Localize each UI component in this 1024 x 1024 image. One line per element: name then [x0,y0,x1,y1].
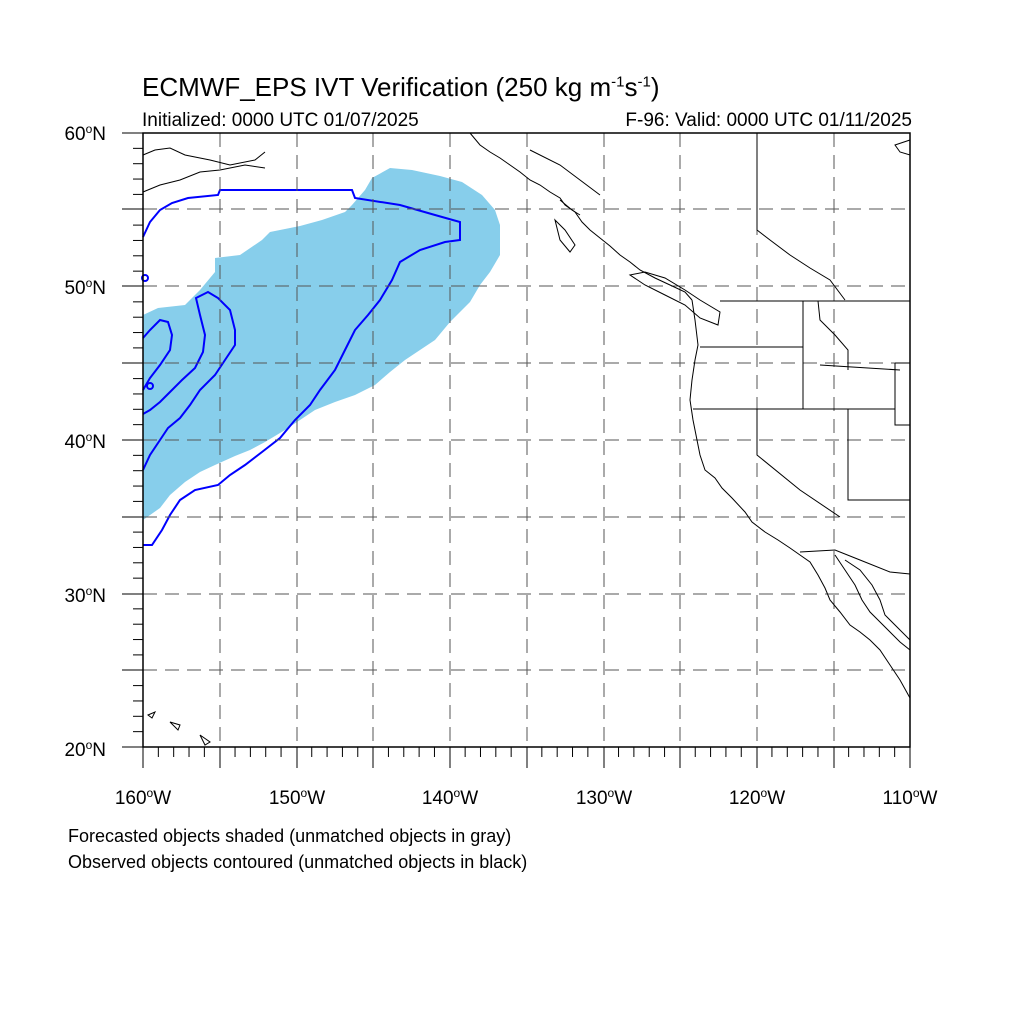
minor-ticks [133,147,896,757]
us-west-coast [689,299,911,699]
lon-label-140w: 140oW [421,786,479,809]
forecast-legend-note: Forecasted objects shaded (unmatched obj… [68,826,512,846]
lat-label-30n: 30oN [64,584,106,607]
valid-time: F-96: Valid: 0000 UTC 01/11/2025 [625,110,912,131]
panhandle-border [529,149,601,196]
hawaii-islands [147,711,211,746]
islands-bc [554,199,581,253]
observed-contour-dot-a [146,382,154,390]
lat-label-40n: 40oN [64,430,106,453]
coastlines [142,132,911,746]
gulf-california [844,559,911,641]
forecast-ivt-object [143,168,500,520]
observed-contour-dot-b [141,274,149,282]
alaska-coast [142,147,266,193]
vancouver-island [628,271,721,326]
axis-ticks [122,132,911,768]
baja-coast [834,554,911,651]
alaska-panhandle-coast [469,132,693,301]
lat-label-60n: 60oN [64,122,106,145]
lon-label-130w: 130oW [575,786,633,809]
initialized-time: Initialized: 0000 UTC 01/07/2025 [142,110,419,131]
mt-line [819,364,901,371]
ca-nv-border [756,409,841,518]
graticule [143,133,910,747]
lat-label-20n: 20oN [64,738,106,761]
observed-contour-inner-b [142,318,174,391]
id-border [802,300,849,409]
lat-label-50n: 50oN [64,276,106,299]
observed-contour-inner-a [142,290,236,471]
lon-label-160w: 160oW [114,786,172,809]
lon-label-110w: 110oW [882,786,938,809]
lon-label-150w: 150oW [268,786,326,809]
bc-coast-interior [756,133,846,301]
map-title: ECMWF_EPS IVT Verification (250 kg m-1s-… [142,72,660,102]
mexico-border [799,549,911,575]
canada-arctic-coast [894,139,911,156]
nv-ut-border [847,362,910,501]
lon-label-120w: 120oW [728,786,786,809]
observed-legend-note: Observed objects contoured (unmatched ob… [68,852,528,872]
